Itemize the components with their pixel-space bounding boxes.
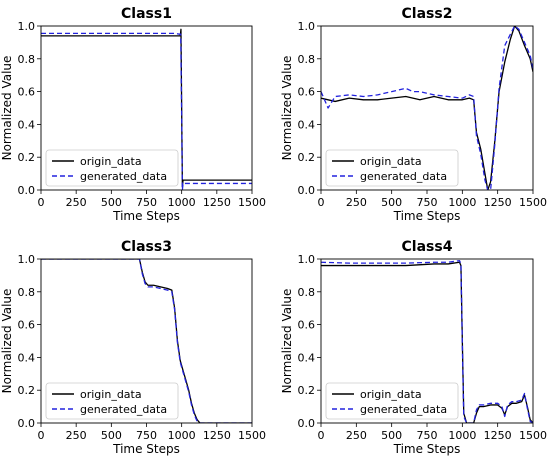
y-tick-label: 0.2	[18, 151, 36, 164]
x-tick-label: 750	[417, 429, 438, 442]
legend-label-generated-data: generated_data	[80, 403, 167, 416]
legend-box	[325, 149, 459, 187]
legend-label-generated-data: generated_data	[360, 403, 447, 416]
legend-label-generated-data: generated_data	[80, 170, 167, 183]
x-tick-label: 750	[136, 196, 157, 209]
chart-panel-4: Class4 0 250 500 750 1000 1250 1500 0.0 0.2 0.4 0.6…	[280, 239, 547, 456]
legend-label-origin-data: origin_data	[80, 155, 142, 168]
x-tick-label: 500	[101, 429, 122, 442]
legend-box	[325, 382, 459, 420]
y-tick-label: 0.2	[298, 151, 316, 164]
x-tick-label: 1000	[168, 196, 196, 209]
y-tick-label: 0.2	[18, 384, 36, 397]
y-axis-label: Normalized Value	[0, 56, 14, 161]
y-tick-label: 1.0	[298, 253, 316, 266]
x-tick-label: 1500	[519, 429, 547, 442]
series-line-origin-data	[321, 261, 533, 423]
x-tick-label: 500	[381, 429, 402, 442]
y-tick-label: 0.8	[18, 53, 36, 66]
legend-box	[45, 149, 179, 187]
chart-title: Class4	[402, 239, 453, 255]
legend-label-origin-data: origin_data	[360, 388, 422, 401]
series-line-generated-data	[41, 259, 252, 423]
legend-label-origin-data: origin_data	[360, 155, 422, 168]
y-axis-label: Normalized Value	[280, 56, 294, 161]
legend-label-generated-data: generated_data	[360, 170, 447, 183]
x-tick-label: 250	[346, 429, 367, 442]
x-tick-label: 750	[136, 429, 157, 442]
x-tick-label: 1250	[484, 429, 512, 442]
x-tick-label: 250	[66, 429, 87, 442]
y-tick-label: 0.4	[18, 351, 36, 364]
legend-label-origin-data: origin_data	[80, 388, 142, 401]
y-axis-label: Normalized Value	[280, 289, 294, 394]
y-tick-label: 0.8	[298, 53, 316, 66]
y-tick-label: 0.0	[18, 417, 36, 430]
y-axis-label: Normalized Value	[0, 289, 14, 394]
x-tick-label: 500	[101, 196, 122, 209]
chart-title: Class2	[402, 6, 453, 22]
x-tick-label: 0	[318, 429, 325, 442]
x-tick-label: 250	[66, 196, 87, 209]
x-tick-label: 0	[318, 196, 325, 209]
y-tick-label: 0.2	[298, 384, 316, 397]
x-tick-label: 1000	[448, 196, 476, 209]
x-tick-label: 1500	[238, 196, 266, 209]
y-tick-label: 0.0	[298, 417, 316, 430]
x-tick-label: 1250	[203, 196, 231, 209]
y-tick-label: 0.6	[18, 86, 36, 99]
y-tick-label: 0.4	[18, 118, 36, 131]
x-tick-label: 1500	[519, 196, 547, 209]
x-tick-label: 750	[417, 196, 438, 209]
legend-box	[45, 382, 179, 420]
x-tick-label: 0	[38, 429, 45, 442]
chart-title: Class3	[121, 239, 172, 255]
x-tick-label: 0	[38, 196, 45, 209]
chart-panel-2: Class2 0 250 500 750 1000 1250 1500 0.0 0.2 0.4 0.6…	[280, 6, 547, 223]
chart-title: Class1	[121, 6, 172, 22]
x-tick-label: 1500	[238, 429, 266, 442]
x-axis-label: Time Steps	[112, 209, 180, 223]
legend: origin_data generated_data	[45, 149, 179, 187]
y-tick-label: 1.0	[18, 20, 36, 33]
y-tick-label: 1.0	[298, 20, 316, 33]
legend: origin_data generated_data	[325, 149, 459, 187]
y-tick-label: 1.0	[18, 253, 36, 266]
x-tick-label: 1000	[168, 429, 196, 442]
legend: origin_data generated_data	[325, 382, 459, 420]
y-tick-label: 0.8	[18, 286, 36, 299]
x-tick-label: 1250	[484, 196, 512, 209]
y-tick-label: 0.6	[18, 319, 36, 332]
y-tick-label: 0.0	[18, 184, 36, 197]
x-tick-label: 1000	[448, 429, 476, 442]
plot-frame	[320, 258, 534, 424]
y-tick-label: 0.6	[298, 319, 316, 332]
plot-frame	[40, 258, 253, 424]
series-line-origin-data	[41, 28, 252, 188]
x-axis-label: Time Steps	[112, 442, 180, 456]
plot-frame	[40, 25, 253, 191]
y-tick-label: 0.4	[298, 118, 316, 131]
series-line-generated-data	[321, 259, 533, 423]
chart-panel-1: Class1 0 250 500 750 1000 1250 1500 0.0 0.2 0.4 0.6…	[0, 6, 266, 223]
y-tick-label: 0.0	[298, 184, 316, 197]
y-tick-label: 0.8	[298, 286, 316, 299]
y-tick-label: 0.4	[298, 351, 316, 364]
x-tick-label: 1250	[203, 429, 231, 442]
x-tick-label: 500	[381, 196, 402, 209]
chart-panel-3: Class3 0 250 500 750 1000 1250 1500 0.0 0.2 0.4 0.6…	[0, 239, 266, 456]
y-tick-label: 0.6	[298, 86, 316, 99]
x-axis-label: Time Steps	[393, 442, 461, 456]
x-tick-label: 250	[346, 196, 367, 209]
series-line-generated-data	[41, 32, 252, 190]
legend: origin_data generated_data	[45, 382, 179, 420]
plot-frame	[320, 25, 534, 191]
x-axis-label: Time Steps	[393, 209, 461, 223]
